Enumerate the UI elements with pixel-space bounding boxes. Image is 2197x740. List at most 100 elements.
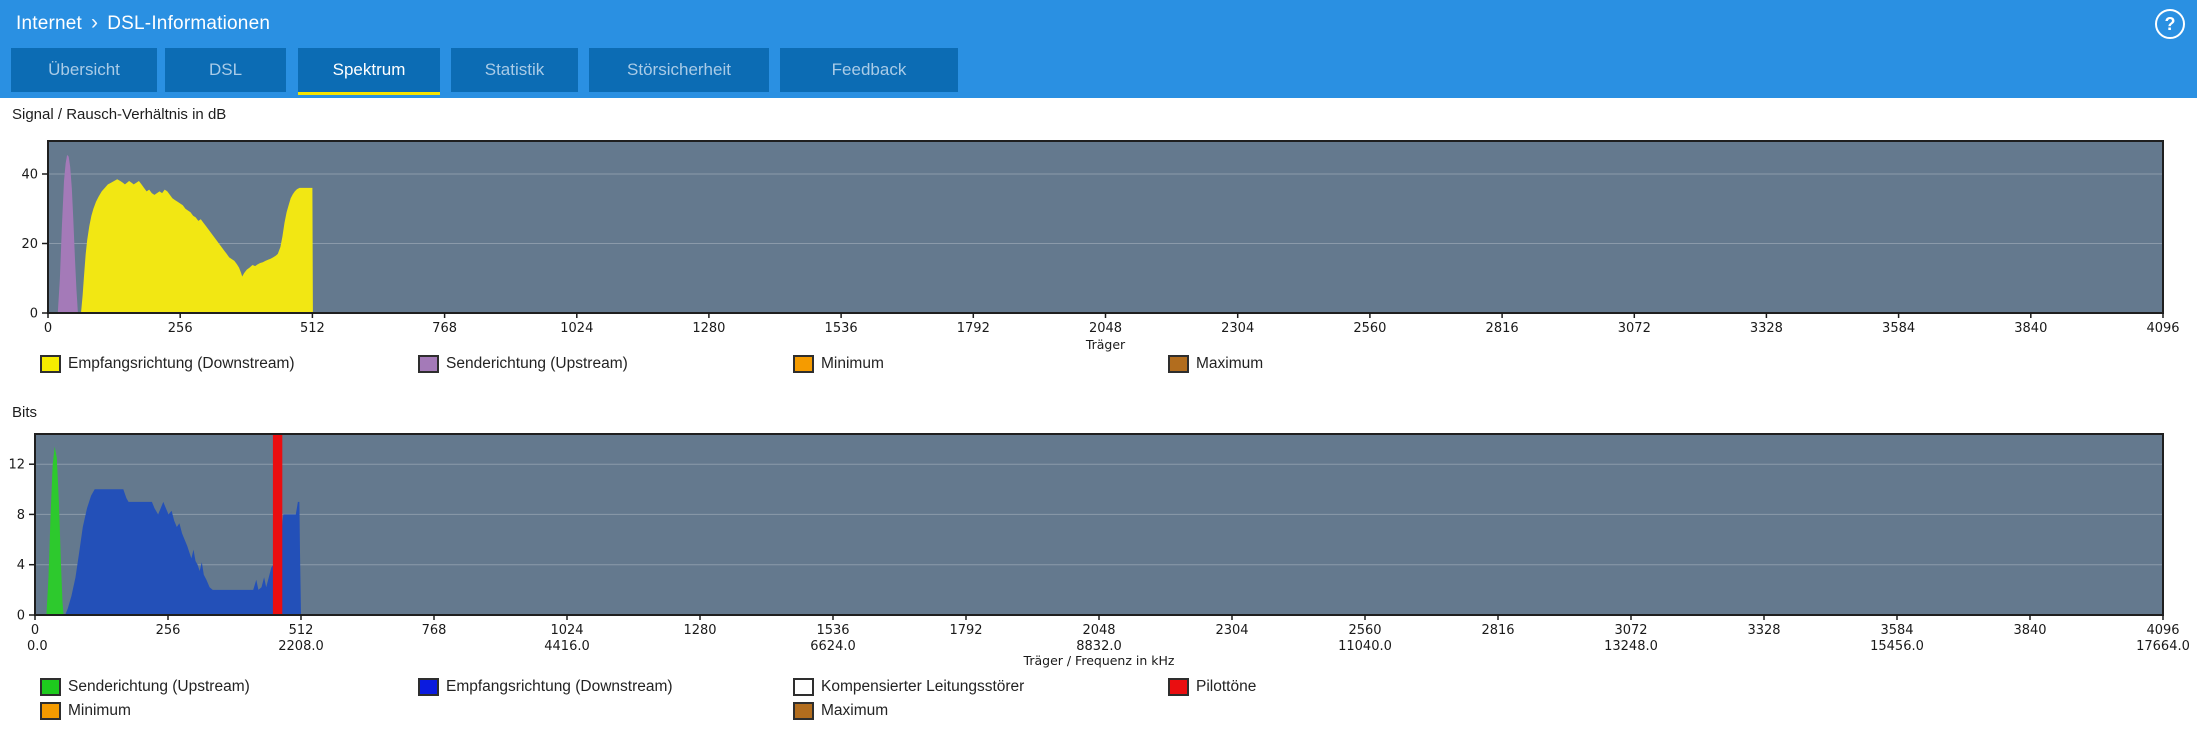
tab-dsl[interactable]: DSL	[165, 48, 286, 92]
snr-chart: 0 256 512 768 1024 1280 1536 1792 2048 2304 2560 28…	[0, 130, 2197, 361]
legend-item: Empfangsrichtung (Downstream)	[40, 353, 295, 374]
legend-item: Senderichtung (Upstream)	[40, 676, 250, 697]
svg-text:1280: 1280	[683, 623, 716, 638]
svg-text:20: 20	[21, 237, 38, 252]
svg-text:12: 12	[8, 458, 25, 473]
svg-text:512: 512	[289, 623, 314, 638]
svg-text:256: 256	[168, 321, 193, 336]
svg-text:1792: 1792	[957, 321, 990, 336]
svg-text:0: 0	[30, 307, 38, 322]
svg-text:13248.0: 13248.0	[1604, 639, 1658, 654]
svg-text:768: 768	[422, 623, 447, 638]
svg-text:0: 0	[44, 321, 52, 336]
svg-text:3840: 3840	[2014, 321, 2047, 336]
legend-label: Empfangsrichtung (Downstream)	[446, 677, 673, 695]
svg-text:3328: 3328	[1747, 623, 1780, 638]
tab-label: Statistik	[484, 60, 545, 79]
legend-color-swatch	[1168, 677, 1189, 696]
tab-label: Feedback	[831, 60, 907, 79]
svg-text:3072: 3072	[1618, 321, 1651, 336]
legend-label: Senderichtung (Upstream)	[68, 677, 250, 695]
legend-item: Minimum	[40, 700, 131, 721]
bits-chart: 0 256 512 768 1024 1280 1536 1792 2048 2304 2560 28…	[0, 424, 2197, 679]
legend-color-swatch	[40, 354, 61, 373]
bits-chart-title: Bits	[12, 404, 38, 421]
tab-label: Übersicht	[48, 60, 120, 79]
svg-text:2208.0: 2208.0	[278, 639, 324, 654]
legend-color-swatch	[40, 677, 61, 696]
legend-label: Maximum	[821, 701, 889, 719]
svg-text:8: 8	[17, 508, 25, 523]
tab-label: DSL	[208, 60, 243, 79]
page-title: DSL-Informationen	[107, 13, 271, 34]
svg-text:768: 768	[432, 321, 457, 336]
legend-label: Minimum	[821, 354, 884, 372]
svg-text:17664.0: 17664.0	[2136, 639, 2190, 654]
svg-text:2048: 2048	[1089, 321, 1122, 336]
legend-item: Kompensierter Leitungsstörer	[793, 676, 1024, 697]
legend-color-swatch	[793, 677, 814, 696]
svg-text:3584: 3584	[1880, 623, 1913, 638]
svg-text:15456.0: 15456.0	[1870, 639, 1924, 654]
svg-text:8832.0: 8832.0	[1076, 639, 1122, 654]
svg-text:512: 512	[300, 321, 325, 336]
svg-text:2304: 2304	[1215, 623, 1248, 638]
svg-text:2816: 2816	[1486, 321, 1519, 336]
legend-color-swatch	[793, 354, 814, 373]
legend-label: Maximum	[1196, 354, 1264, 372]
svg-text:1024: 1024	[560, 321, 593, 336]
svg-text:2560: 2560	[1353, 321, 1386, 336]
legend-item: Empfangsrichtung (Downstream)	[418, 676, 673, 697]
svg-text:256: 256	[156, 623, 181, 638]
svg-text:2304: 2304	[1221, 321, 1254, 336]
legend-color-swatch	[40, 701, 61, 720]
svg-text:1280: 1280	[692, 321, 725, 336]
breadcrumb-section: Internet	[16, 13, 83, 34]
breadcrumb: Internet › DSL-Informationen	[16, 0, 270, 48]
legend-color-swatch	[1168, 354, 1189, 373]
svg-text:4096: 4096	[2146, 321, 2179, 336]
legend-label: Pilottöne	[1196, 677, 1257, 695]
svg-text:2816: 2816	[1481, 623, 1514, 638]
tab-label: Störsicherheit	[627, 60, 731, 79]
legend-color-swatch	[793, 701, 814, 720]
svg-text:0: 0	[17, 609, 25, 624]
legend-item: Minimum	[793, 353, 884, 374]
svg-text:1536: 1536	[816, 623, 849, 638]
svg-text:2560: 2560	[1348, 623, 1381, 638]
tab-feedback[interactable]: Feedback	[780, 48, 958, 92]
svg-text:1536: 1536	[825, 321, 858, 336]
help-icon[interactable]: ?	[2155, 9, 2185, 39]
legend-label: Empfangsrichtung (Downstream)	[68, 354, 295, 372]
svg-text:Träger / Frequenz in kHz: Träger / Frequenz in kHz	[1023, 653, 1175, 668]
svg-text:3328: 3328	[1750, 321, 1783, 336]
tab-uebersicht[interactable]: Übersicht	[11, 48, 157, 92]
svg-text:4416.0: 4416.0	[544, 639, 590, 654]
legend-color-swatch	[418, 354, 439, 373]
legend-label: Senderichtung (Upstream)	[446, 354, 628, 372]
svg-text:6624.0: 6624.0	[810, 639, 856, 654]
legend-label: Minimum	[68, 701, 131, 719]
tab-statistik[interactable]: Statistik	[451, 48, 578, 92]
svg-text:2048: 2048	[1082, 623, 1115, 638]
legend-label: Kompensierter Leitungsstörer	[821, 677, 1025, 695]
legend-item: Senderichtung (Upstream)	[418, 353, 628, 374]
svg-text:3584: 3584	[1882, 321, 1915, 336]
legend-item: Maximum	[793, 700, 888, 721]
legend-color-swatch	[418, 677, 439, 696]
svg-text:0: 0	[31, 623, 39, 638]
breadcrumb-chevron-icon: ›	[91, 11, 99, 34]
legend-item: Pilottöne	[1168, 676, 1256, 697]
tab-stoersicherheit[interactable]: Störsicherheit	[589, 48, 769, 92]
title-bar: Internet › DSL-Informationen ?	[0, 0, 2197, 48]
svg-text:3072: 3072	[1614, 623, 1647, 638]
svg-text:11040.0: 11040.0	[1338, 639, 1392, 654]
tab-bar: Übersicht DSL Spektrum Statistik Störsicherh…	[0, 48, 2197, 98]
svg-text:3840: 3840	[2013, 623, 2046, 638]
snr-chart-title: Signal / Rausch-Verhältnis in dB	[12, 106, 227, 123]
tab-spektrum[interactable]: Spektrum	[298, 48, 440, 95]
svg-text:4096: 4096	[2146, 623, 2179, 638]
tab-label: Spektrum	[332, 60, 406, 79]
svg-text:1792: 1792	[949, 623, 982, 638]
